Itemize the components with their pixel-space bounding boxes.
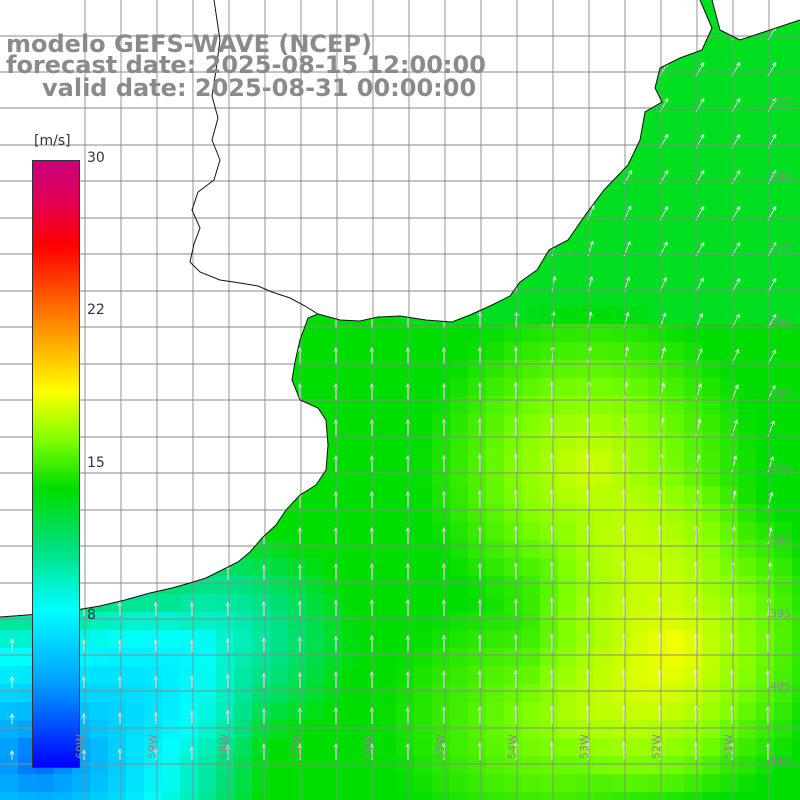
lat-label-36s: 36S <box>770 388 791 401</box>
lon-label-60w: 60W <box>74 734 87 759</box>
title-valid-date: valid date: 2025-08-31 00:00:00 <box>42 74 477 102</box>
lon-label-51w: 51W <box>722 734 735 759</box>
lon-label-58w: 58W <box>218 734 231 759</box>
colorbar-tick-30: 30 <box>87 150 105 166</box>
lat-label-41s: 41S <box>770 753 791 766</box>
lat-label-38s: 38S <box>770 534 791 547</box>
title-model: modelo GEFS-WAVE (NCEP) <box>6 30 372 58</box>
land-mask <box>0 0 800 617</box>
colorbar-tick-22: 22 <box>87 302 105 318</box>
lon-label-54w: 54W <box>506 734 519 759</box>
lat-label-40s: 40S <box>770 680 791 693</box>
colorbar-unit: [m/s] <box>34 133 71 149</box>
wind-arrow <box>621 453 627 473</box>
colorbar <box>32 160 80 768</box>
lon-label-59w: 59W <box>146 734 159 759</box>
lat-label-34s: 34S <box>770 242 791 255</box>
wind-arrow <box>658 489 663 509</box>
colorbar-tick-8: 8 <box>87 607 96 623</box>
wind-arrow <box>9 713 15 724</box>
wind-arrow <box>9 675 15 688</box>
lon-label-55w: 55W <box>434 734 447 759</box>
lon-label-56w: 56W <box>362 734 375 759</box>
wind-arrow <box>9 638 15 652</box>
wind-arrow <box>9 750 15 760</box>
lon-label-53w: 53W <box>578 734 591 759</box>
lat-label-39s: 39S <box>770 607 791 620</box>
colorbar-tick-15: 15 <box>87 455 105 471</box>
title-forecast-date: forecast date: 2025-08-15 12:00:00 <box>6 51 486 79</box>
lon-label-52w: 52W <box>650 734 663 759</box>
lat-label-33s: 33S <box>770 169 791 182</box>
coastline <box>0 0 800 618</box>
lat-label-35s: 35S <box>770 315 791 328</box>
lon-label-57w: 57W <box>290 734 303 759</box>
lat-label-32s: 32S <box>770 96 791 109</box>
lat-label-37s: 37S <box>770 461 791 474</box>
